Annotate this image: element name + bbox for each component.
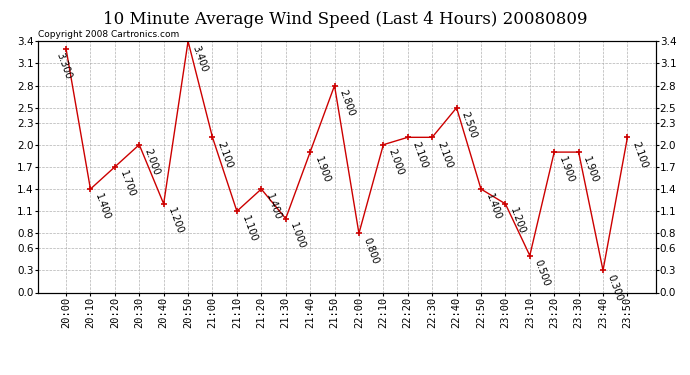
Text: 1.900: 1.900: [313, 155, 332, 184]
Text: 1.400: 1.400: [264, 192, 283, 221]
Text: 2.000: 2.000: [386, 147, 405, 177]
Text: Copyright 2008 Cartronics.com: Copyright 2008 Cartronics.com: [38, 30, 179, 39]
Text: 1.400: 1.400: [484, 192, 502, 221]
Text: 1.200: 1.200: [508, 207, 527, 236]
Text: 0.500: 0.500: [533, 258, 551, 288]
Text: 10 Minute Average Wind Speed (Last 4 Hours) 20080809: 10 Minute Average Wind Speed (Last 4 Hou…: [103, 11, 587, 28]
Text: 0.800: 0.800: [362, 236, 380, 266]
Text: 1.900: 1.900: [557, 155, 575, 184]
Text: 1.700: 1.700: [117, 170, 137, 199]
Text: 1.900: 1.900: [582, 155, 600, 184]
Text: 2.100: 2.100: [630, 140, 649, 170]
Text: 2.500: 2.500: [460, 111, 478, 140]
Text: 0.300: 0.300: [606, 273, 624, 302]
Text: 2.100: 2.100: [215, 140, 234, 170]
Text: 3.300: 3.300: [55, 51, 74, 81]
Text: 1.000: 1.000: [288, 221, 307, 251]
Text: 2.100: 2.100: [411, 140, 429, 170]
Text: 1.400: 1.400: [93, 192, 112, 221]
Text: 2.800: 2.800: [337, 88, 356, 118]
Text: 1.200: 1.200: [166, 207, 186, 236]
Text: 2.100: 2.100: [435, 140, 454, 170]
Text: 1.100: 1.100: [239, 214, 259, 243]
Text: 2.000: 2.000: [142, 147, 161, 177]
Text: 3.400: 3.400: [191, 44, 210, 73]
